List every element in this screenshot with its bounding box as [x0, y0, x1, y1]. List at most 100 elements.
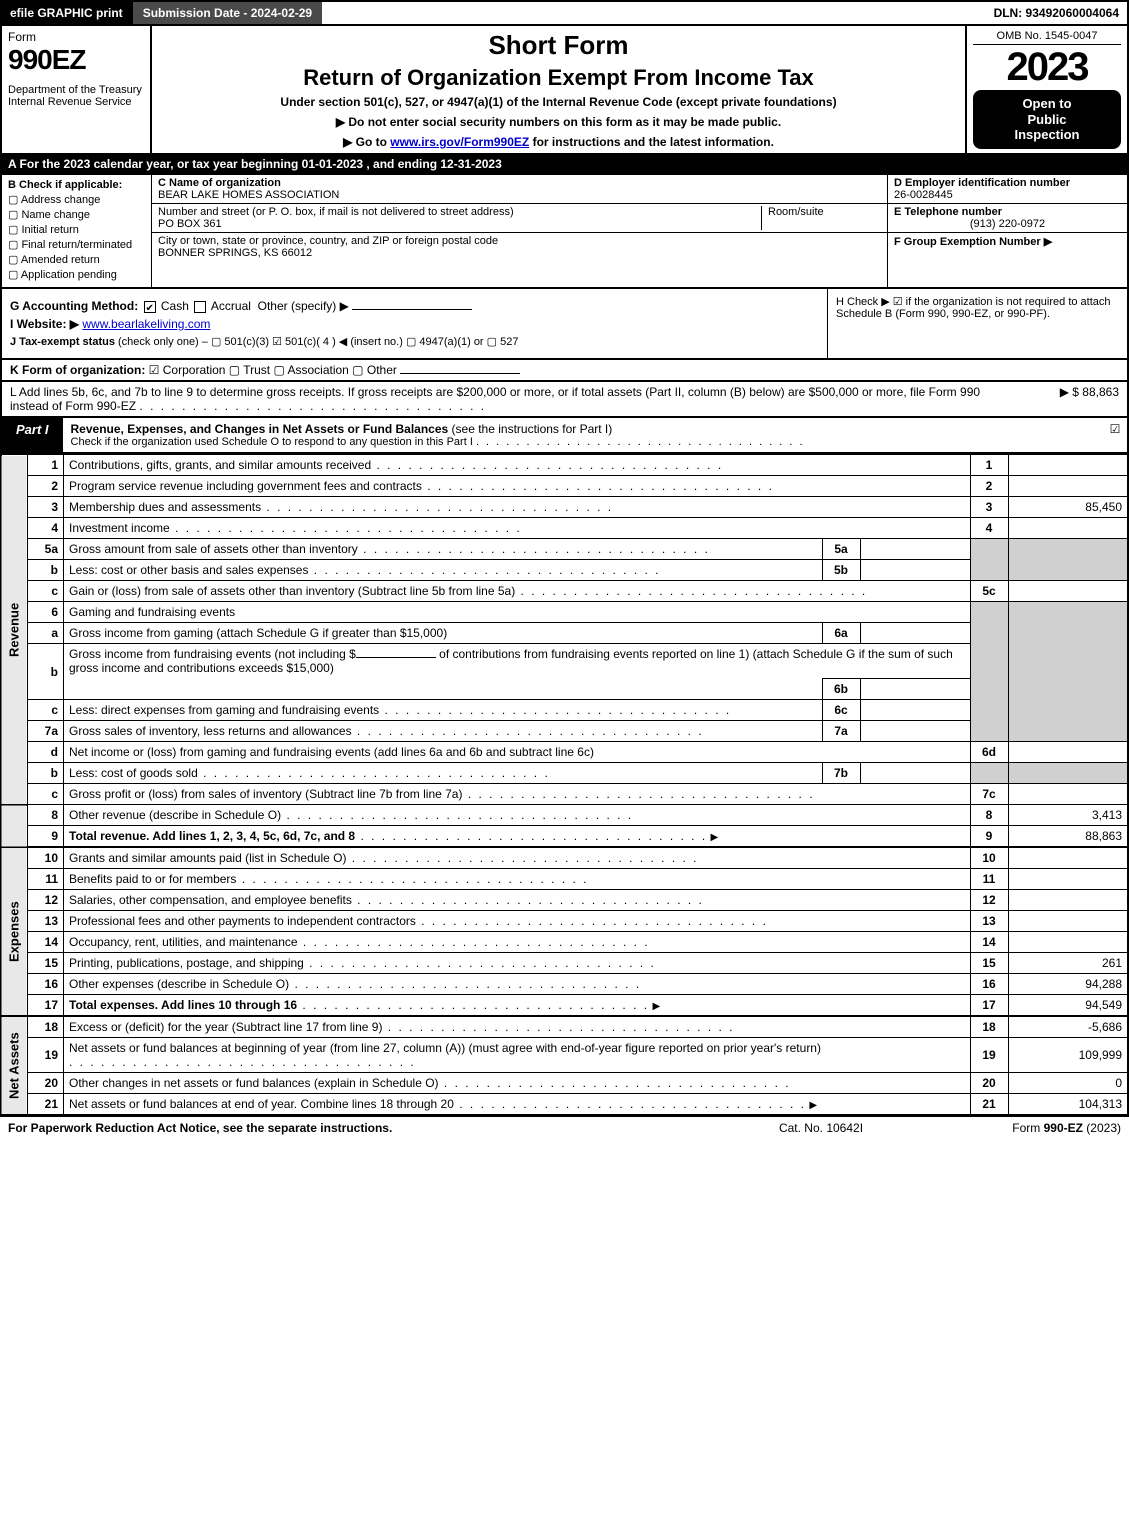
org-street: PO BOX 361: [158, 218, 761, 230]
room-suite-label: Room/suite: [761, 206, 881, 230]
chk-address-change[interactable]: Address change: [8, 193, 145, 206]
part1-header: Part I Revenue, Expenses, and Changes in…: [0, 418, 1129, 454]
chk-initial-return[interactable]: Initial return: [8, 223, 145, 236]
c-city-label: City or town, state or province, country…: [158, 235, 881, 247]
ln11-no: 11: [28, 869, 64, 890]
ln6c-subval: [860, 700, 970, 721]
ln6-no: 6: [28, 602, 64, 623]
open-line3: Inspection: [977, 127, 1117, 143]
ln6a-sub: 6a: [822, 623, 860, 644]
ln4-val: [1008, 518, 1128, 539]
ln7c-col: 7c: [970, 784, 1008, 805]
ln14-val: [1008, 932, 1128, 953]
ln6b-desc-pad: [64, 679, 823, 700]
side-revenue: Revenue: [1, 455, 28, 805]
footer-form-ref: Form 990-EZ (2023): [921, 1121, 1121, 1135]
ln17-desc: Total expenses. Add lines 10 through 16: [64, 995, 971, 1017]
chk-final-return[interactable]: Final return/terminated: [8, 238, 145, 251]
ln6c-sub: 6c: [822, 700, 860, 721]
title-main: Return of Organization Exempt From Incom…: [158, 65, 959, 91]
ln5c-val: [1008, 581, 1128, 602]
line-i: I Website: ▶ www.bearlakeliving.com: [10, 317, 819, 331]
l-amount: 88,863: [1082, 385, 1119, 399]
ln21-col: 21: [970, 1094, 1008, 1116]
note-goto-post: for instructions and the latest informat…: [533, 135, 774, 149]
title-sub: Under section 501(c), 527, or 4947(a)(1)…: [158, 95, 959, 109]
ln11-col: 11: [970, 869, 1008, 890]
ln11-val: [1008, 869, 1128, 890]
ln8-no: 8: [28, 805, 64, 826]
chk-accrual[interactable]: [194, 301, 206, 313]
title-short-form: Short Form: [158, 30, 959, 61]
chk-amended-return[interactable]: Amended return: [8, 253, 145, 266]
org-name: BEAR LAKE HOMES ASSOCIATION: [158, 189, 881, 201]
ln6b-blank[interactable]: [356, 657, 436, 658]
line-a-tax-year: A For the 2023 calendar year, or tax yea…: [0, 155, 1129, 175]
ln6-desc: Gaming and fundraising events: [64, 602, 971, 623]
ln16-val: 94,288: [1008, 974, 1128, 995]
ln6b-desc1: Gross income from fundraising events (no…: [64, 644, 971, 679]
e-label: E Telephone number: [894, 206, 1121, 218]
ln21-no: 21: [28, 1094, 64, 1116]
submission-date: Submission Date - 2024-02-29: [131, 2, 322, 24]
website-link[interactable]: www.bearlakeliving.com: [82, 317, 210, 331]
line-h: H Check ▶ ☑ if the organization is not r…: [827, 289, 1127, 358]
chk-application-pending[interactable]: Application pending: [8, 268, 145, 281]
ln13-col: 13: [970, 911, 1008, 932]
chk-cash[interactable]: [144, 301, 156, 313]
part1-title-text: Revenue, Expenses, and Changes in Net As…: [71, 422, 449, 436]
header-right: OMB No. 1545-0047 2023 Open to Public In…: [967, 26, 1127, 153]
note-ssn: ▶ Do not enter social security numbers o…: [158, 115, 959, 129]
part1-table: Revenue 1 Contributions, gifts, grants, …: [0, 454, 1129, 1116]
ln11-desc: Benefits paid to or for members: [64, 869, 971, 890]
ln19-col: 19: [970, 1038, 1008, 1073]
ln2-desc: Program service revenue including govern…: [64, 476, 971, 497]
ln18-val: -5,686: [1008, 1016, 1128, 1038]
ln6d-val: [1008, 742, 1128, 763]
form-header: Form 990EZ Department of the Treasury In…: [0, 26, 1129, 155]
ln1-val: [1008, 455, 1128, 476]
ln9-desc: Total revenue. Add lines 1, 2, 3, 4, 5c,…: [64, 826, 971, 848]
ln7a-no: 7a: [28, 721, 64, 742]
k-other-blank[interactable]: [400, 373, 520, 374]
section-b-c-def: B Check if applicable: Address change Na…: [0, 175, 1129, 289]
ln13-val: [1008, 911, 1128, 932]
ln17-no: 17: [28, 995, 64, 1017]
ln19-no: 19: [28, 1038, 64, 1073]
section-ghij: G Accounting Method: Cash Accrual Other …: [0, 289, 1129, 360]
phone-value: (913) 220-0972: [894, 218, 1121, 230]
chk-name-change[interactable]: Name change: [8, 208, 145, 221]
ln8-desc: Other revenue (describe in Schedule O): [64, 805, 971, 826]
ln7c-val: [1008, 784, 1128, 805]
ln1-desc: Contributions, gifts, grants, and simila…: [64, 455, 971, 476]
ln5a-desc: Gross amount from sale of assets other t…: [64, 539, 823, 560]
d-label: D Employer identification number: [894, 177, 1121, 189]
g-label: G Accounting Method:: [10, 299, 138, 313]
ln13-desc: Professional fees and other payments to …: [64, 911, 971, 932]
ln7b-subval: [860, 763, 970, 784]
ln5a-no: 5a: [28, 539, 64, 560]
ln14-desc: Occupancy, rent, utilities, and maintena…: [64, 932, 971, 953]
ln6a-no: a: [28, 623, 64, 644]
ln9-val: 88,863: [1008, 826, 1128, 848]
i-label: I Website: ▶: [10, 317, 79, 331]
part1-check[interactable]: ☑: [1103, 418, 1127, 452]
ln2-val: [1008, 476, 1128, 497]
note-goto: ▶ Go to www.irs.gov/Form990EZ for instru…: [158, 135, 959, 149]
c-name-label: C Name of organization: [158, 177, 881, 189]
form-number: 990EZ: [8, 44, 144, 76]
h-text: H Check ▶ ☑ if the organization is not r…: [836, 295, 1119, 320]
ln16-col: 16: [970, 974, 1008, 995]
g-other-blank[interactable]: [352, 309, 472, 310]
b-label: B Check if applicable:: [8, 179, 145, 191]
ln16-no: 16: [28, 974, 64, 995]
ln7a-sub: 7a: [822, 721, 860, 742]
ln6b-subval: [860, 679, 970, 700]
c-street-label: Number and street (or P. O. box, if mail…: [158, 206, 761, 218]
line-j: J Tax-exempt status (check only one) – ▢…: [10, 335, 819, 348]
j-options: ▢ 501(c)(3) ☑ 501(c)( 4 ) ◀ (insert no.)…: [211, 336, 518, 348]
ln5b-subval: [860, 560, 970, 581]
ln5a-sub: 5a: [822, 539, 860, 560]
efile-print-label[interactable]: efile GRAPHIC print: [2, 2, 131, 24]
irs-link[interactable]: www.irs.gov/Form990EZ: [390, 135, 529, 149]
